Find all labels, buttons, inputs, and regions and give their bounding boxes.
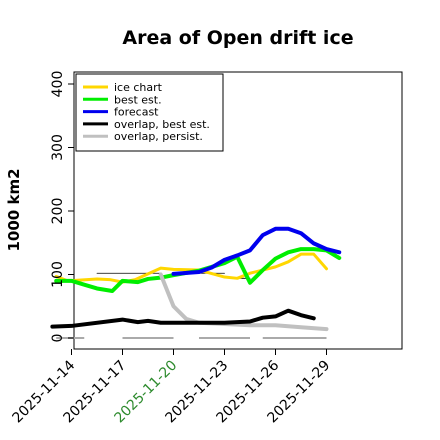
y-tick-label: 400 bbox=[50, 71, 66, 98]
y-axis-label: 1000 km2 bbox=[5, 168, 23, 251]
legend-label: overlap, persist. bbox=[114, 130, 203, 143]
legend-label: best est. bbox=[114, 93, 162, 106]
y-tick-label: 200 bbox=[50, 198, 66, 225]
legend-label: ice chart bbox=[114, 81, 163, 94]
legend-label: overlap, best est. bbox=[114, 118, 210, 131]
legend-label: forecast bbox=[114, 106, 159, 119]
series-line-forecast bbox=[171, 226, 342, 276]
series-layer bbox=[50, 226, 342, 332]
series-line-overlap-best-est bbox=[50, 308, 316, 329]
y-tick-label: 0 bbox=[50, 334, 66, 343]
y-tick-label: 300 bbox=[50, 134, 66, 161]
y-tick-label: 100 bbox=[50, 261, 66, 288]
chart-title: Area of Open drift ice bbox=[122, 27, 353, 49]
